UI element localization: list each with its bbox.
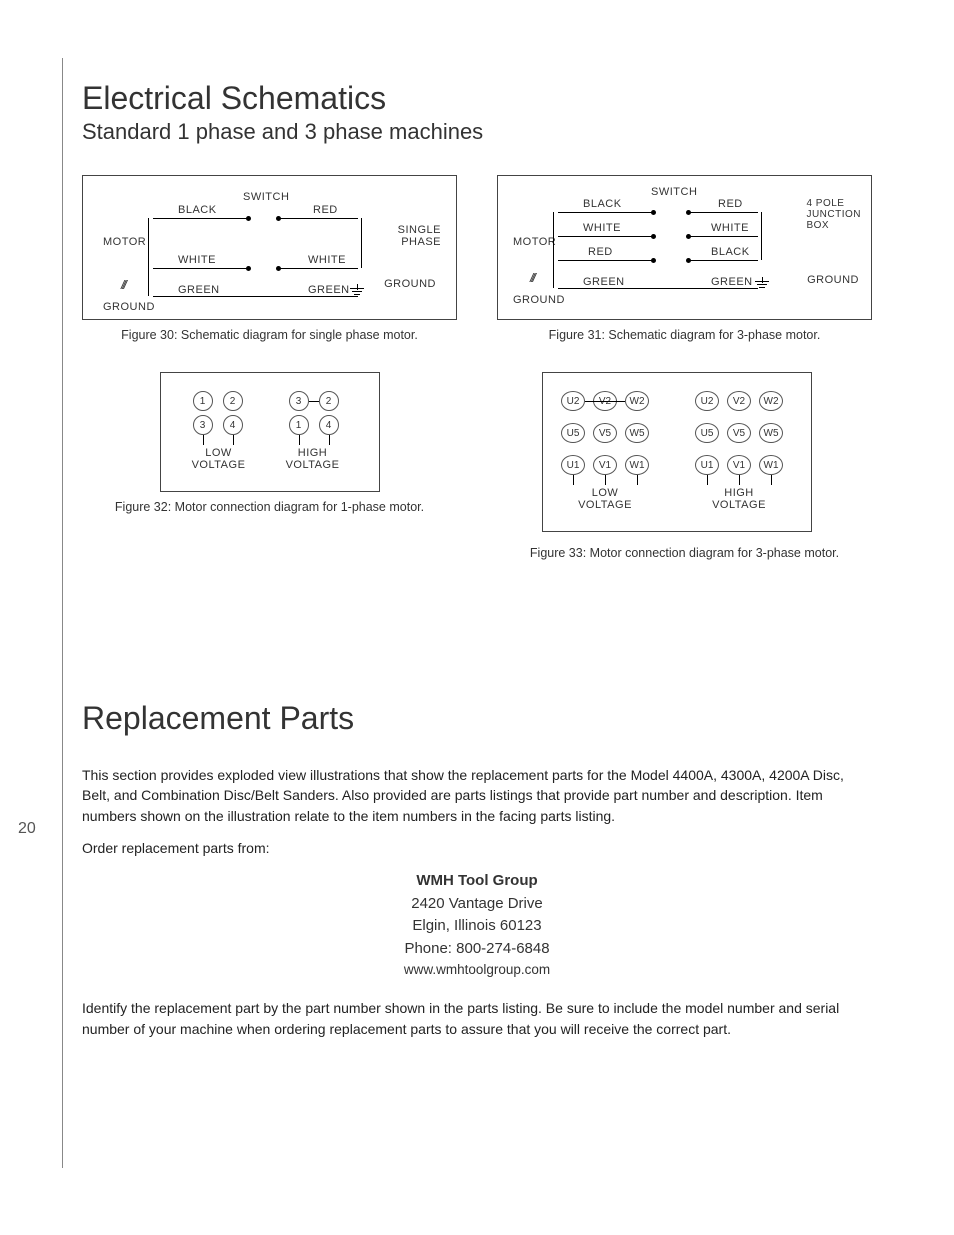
company-name: WMH Tool Group	[82, 870, 872, 893]
fig33-l-v1: V1	[593, 455, 617, 475]
fig31-white-l: WHITE	[583, 222, 621, 234]
fig31-white-r: WHITE	[711, 222, 749, 234]
fig31-junction: 4 POLE JUNCTION BOX	[806, 198, 861, 231]
fig32-t-l2: 2	[223, 391, 243, 411]
fig31-green-r: GREEN	[711, 276, 753, 288]
fig31-slashes: ///	[530, 271, 534, 285]
fig33-col: U2 V2 W2 U5 V5 W5 U1 V1 W1 LOW VOLTAGE U…	[497, 372, 872, 580]
fig33-l-u5: U5	[561, 423, 585, 443]
fig33-h-u2: U2	[695, 391, 719, 411]
fig31-ground-l: GROUND	[513, 294, 565, 306]
fig33-h-w5: W5	[759, 423, 783, 443]
fig32-t-l4: 4	[223, 415, 243, 435]
fig33-l-w2: W2	[625, 391, 649, 411]
fig33-h-w1: W1	[759, 455, 783, 475]
fig31-red-l: RED	[588, 246, 613, 258]
replacement-p1: This section provides exploded view illu…	[82, 765, 872, 826]
address-block: WMH Tool Group 2420 Vantage Drive Elgin,…	[82, 870, 872, 980]
fig33-l-u2: U2	[561, 391, 585, 411]
fig31-motor-label: MOTOR	[513, 236, 556, 248]
fig30-green-r-label: GREEN	[308, 284, 350, 296]
fig31-ground-r: GROUND	[807, 274, 859, 286]
fig33-l-v5: V5	[593, 423, 617, 443]
connection-row: 1 2 3 4 LOW VOLTAGE 3 2 1 4 HIGH VOLTAGE…	[82, 372, 872, 580]
fig32-low-label: LOW VOLTAGE	[189, 447, 249, 471]
section-subtitle-1: Standard 1 phase and 3 phase machines	[82, 119, 872, 145]
section-title-1: Electrical Schematics	[82, 80, 872, 117]
fig33-diagram: U2 V2 W2 U5 V5 W5 U1 V1 W1 LOW VOLTAGE U…	[542, 372, 812, 532]
ground-sym-r	[350, 288, 364, 295]
fig32-col: 1 2 3 4 LOW VOLTAGE 3 2 1 4 HIGH VOLTAGE…	[82, 372, 457, 580]
fig32-caption: Figure 32: Motor connection diagram for …	[82, 500, 457, 514]
fig33-l-w5: W5	[625, 423, 649, 443]
fig31-switch-label: SWITCH	[651, 186, 697, 198]
fig33-low-label: LOW VOLTAGE	[575, 487, 635, 511]
section-title-2: Replacement Parts	[82, 700, 872, 737]
fig32-high-label: HIGH VOLTAGE	[283, 447, 343, 471]
fig32-t-h3: 1	[289, 415, 309, 435]
replacement-p3: Identify the replacement part by the par…	[82, 998, 872, 1039]
addr-phone: Phone: 800-274-6848	[82, 938, 872, 961]
page-content: Electrical Schematics Standard 1 phase a…	[82, 80, 872, 1051]
fig33-h-v2: V2	[727, 391, 751, 411]
fig33-l-u1: U1	[561, 455, 585, 475]
schematic-row: MOTOR SWITCH BLACK RED SINGLE PHASE WHIT…	[82, 175, 872, 362]
fig33-l-w1: W1	[625, 455, 649, 475]
ground-slashes-l: ///	[121, 278, 125, 292]
fig31-green-l: GREEN	[583, 276, 625, 288]
replacement-p2: Order replacement parts from:	[82, 838, 872, 858]
fig32-t-h1: 3	[289, 391, 309, 411]
fig31-ground-sym	[755, 281, 769, 288]
fig33-h-w2: W2	[759, 391, 783, 411]
fig30-phase-label: SINGLE PHASE	[398, 224, 441, 248]
fig32-diagram: 1 2 3 4 LOW VOLTAGE 3 2 1 4 HIGH VOLTAGE	[160, 372, 380, 492]
fig33-h-u5: U5	[695, 423, 719, 443]
fig30-diagram: MOTOR SWITCH BLACK RED SINGLE PHASE WHIT…	[82, 175, 457, 320]
fig30-switch-label: SWITCH	[243, 191, 289, 203]
fig30-col: MOTOR SWITCH BLACK RED SINGLE PHASE WHIT…	[82, 175, 457, 362]
fig33-caption: Figure 33: Motor connection diagram for …	[497, 546, 872, 560]
addr-line2: Elgin, Illinois 60123	[82, 915, 872, 938]
fig32-t-h2: 2	[319, 391, 339, 411]
fig30-red-label: RED	[313, 204, 338, 216]
fig30-ground-r-label: GROUND	[384, 278, 436, 290]
fig32-t-l1: 1	[193, 391, 213, 411]
fig31-col: MOTOR SWITCH BLACK RED WHITE WHITE RED B…	[497, 175, 872, 362]
page-number: 20	[18, 820, 36, 838]
fig31-black-r: BLACK	[711, 246, 750, 258]
fig31-caption: Figure 31: Schematic diagram for 3-phase…	[497, 328, 872, 342]
fig32-t-l3: 3	[193, 415, 213, 435]
addr-line1: 2420 Vantage Drive	[82, 893, 872, 916]
fig31-red-r: RED	[718, 198, 743, 210]
replacement-section: Replacement Parts This section provides …	[82, 700, 872, 1039]
fig32-t-h4: 4	[319, 415, 339, 435]
fig30-motor-label: MOTOR	[103, 236, 146, 248]
fig30-white-l-label: WHITE	[178, 254, 216, 266]
fig33-h-v5: V5	[727, 423, 751, 443]
addr-web: www.wmhtoolgroup.com	[82, 960, 872, 980]
fig30-black-label: BLACK	[178, 204, 217, 216]
fig30-white-r-label: WHITE	[308, 254, 346, 266]
fig30-caption: Figure 30: Schematic diagram for single …	[82, 328, 457, 342]
fig30-ground-l-label: GROUND	[103, 301, 155, 313]
fig31-black-l: BLACK	[583, 198, 622, 210]
fig33-h-u1: U1	[695, 455, 719, 475]
fig33-h-v1: V1	[727, 455, 751, 475]
fig33-high-label: HIGH VOLTAGE	[709, 487, 769, 511]
left-rule	[62, 58, 63, 1168]
fig30-green-l-label: GREEN	[178, 284, 220, 296]
fig31-diagram: MOTOR SWITCH BLACK RED WHITE WHITE RED B…	[497, 175, 872, 320]
